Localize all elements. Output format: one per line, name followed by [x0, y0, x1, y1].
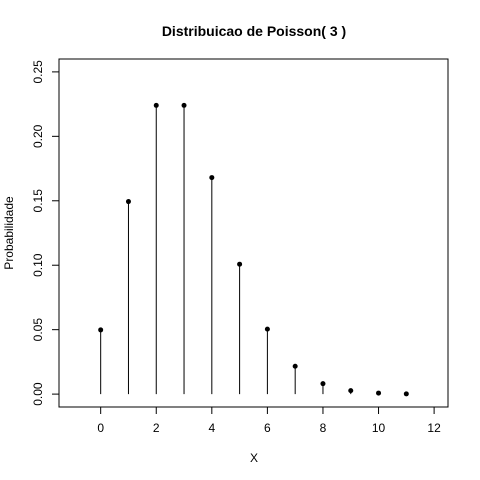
data-point — [376, 390, 382, 396]
plot-frame — [58, 58, 449, 408]
data-point — [98, 327, 104, 333]
data-point — [181, 102, 187, 108]
x-tick-label: 2 — [153, 421, 160, 435]
data-point — [320, 381, 326, 387]
data-marks — [98, 102, 409, 397]
y-axis-label: Probabilidade — [2, 196, 16, 270]
data-point — [264, 326, 270, 332]
y-axis: 0.00 0.05 0.10 0.15 0.20 0.25 — [31, 60, 60, 406]
data-point — [237, 261, 243, 267]
x-tick-label: 0 — [97, 421, 104, 435]
y-tick-label: 0.20 — [31, 124, 45, 148]
data-point — [125, 199, 131, 205]
x-tick-label: 10 — [372, 421, 386, 435]
y-tick-label: 0.25 — [31, 60, 45, 84]
x-axis: 0 2 4 6 8 10 12 — [97, 406, 441, 435]
y-tick-label: 0.00 — [31, 382, 45, 406]
y-tick-label: 0.05 — [31, 318, 45, 342]
x-tick-label: 12 — [427, 421, 441, 435]
data-point — [403, 391, 409, 397]
data-point — [153, 102, 159, 108]
data-point — [348, 388, 354, 394]
x-tick-label: 4 — [208, 421, 215, 435]
y-tick-label: 0.10 — [31, 253, 45, 277]
x-tick-label: 6 — [264, 421, 271, 435]
y-tick-label: 0.15 — [31, 189, 45, 213]
x-tick-label: 8 — [320, 421, 327, 435]
data-point — [209, 175, 215, 181]
data-point — [292, 363, 298, 369]
x-axis-label: X — [250, 451, 258, 465]
chart-title: Distribuicao de Poisson( 3 ) — [162, 23, 346, 39]
